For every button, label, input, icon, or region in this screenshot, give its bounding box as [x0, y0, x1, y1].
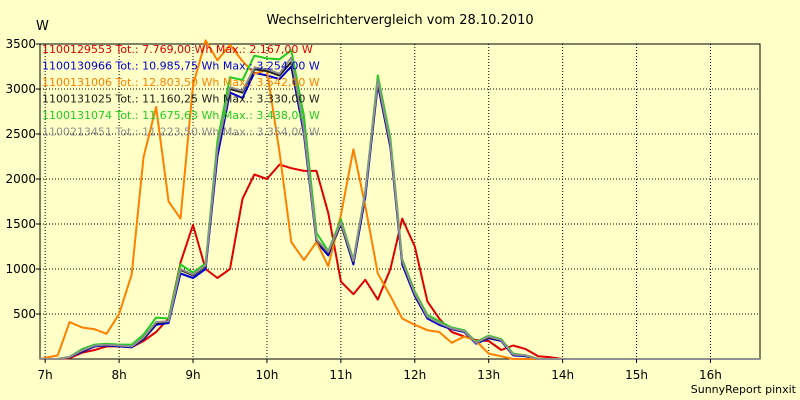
y-tick-label: 3000: [5, 82, 36, 96]
x-tick-label: 11h: [329, 368, 352, 382]
x-tick-label: 16h: [699, 368, 722, 382]
legend-entry-1100131025: 1100131025 Tot.: 11.160,25 Wh Max.: 3.33…: [42, 93, 320, 106]
y-tick-label: 1000: [5, 262, 36, 276]
legend-entry-1100131074: 1100131074 Tot.: 11.675,63 Wh Max.: 3.43…: [42, 109, 320, 122]
series-lines: [39, 39, 760, 360]
legend-entry-1100213451: 1100213451 Tot.: 11.223,50 Wh Max.: 3.35…: [42, 126, 320, 139]
chart-title: Wechselrichtervergleich vom 28.10.2010: [266, 13, 533, 28]
y-tick-label: 2500: [5, 127, 36, 141]
y-tick-label: 3500: [5, 37, 36, 51]
legend-entry-1100131006: 1100131006 Tot.: 12.803,50 Wh Max.: 3.54…: [42, 76, 320, 89]
x-tick-label: 8h: [111, 368, 126, 382]
footer-credit: SunnyReport pinxit: [691, 383, 797, 396]
y-tick-label: 500: [13, 307, 36, 321]
x-axis: 7h 8h 9h 10h 11h 12h 13h 14h 15h 16h: [38, 359, 722, 382]
x-tick-label: 7h: [38, 368, 53, 382]
series-line-1100213451: [40, 56, 760, 360]
x-tick-label: 10h: [256, 368, 279, 382]
y-axis: 500 1000 1500 2000 2500 3000 3500: [5, 37, 40, 321]
x-tick-label: 15h: [625, 368, 648, 382]
x-tick-label: 13h: [477, 368, 500, 382]
legend-entry-1100130966: 1100130966 Tot.: 10.985,75 Wh Max.: 3.25…: [42, 60, 320, 73]
y-axis-unit: W: [36, 19, 49, 34]
plot-area: [39, 43, 761, 360]
legend: 1100129553 Tot.: 7.769,00 Wh Max.: 2.167…: [42, 43, 320, 139]
x-tick-label: 9h: [185, 368, 200, 382]
x-tick-label: 12h: [403, 368, 426, 382]
y-tick-label: 1500: [5, 217, 36, 231]
x-tick-label: 14h: [551, 368, 574, 382]
legend-entry-1100129553: 1100129553 Tot.: 7.769,00 Wh Max.: 2.167…: [42, 43, 313, 56]
y-tick-label: 2000: [5, 172, 36, 186]
